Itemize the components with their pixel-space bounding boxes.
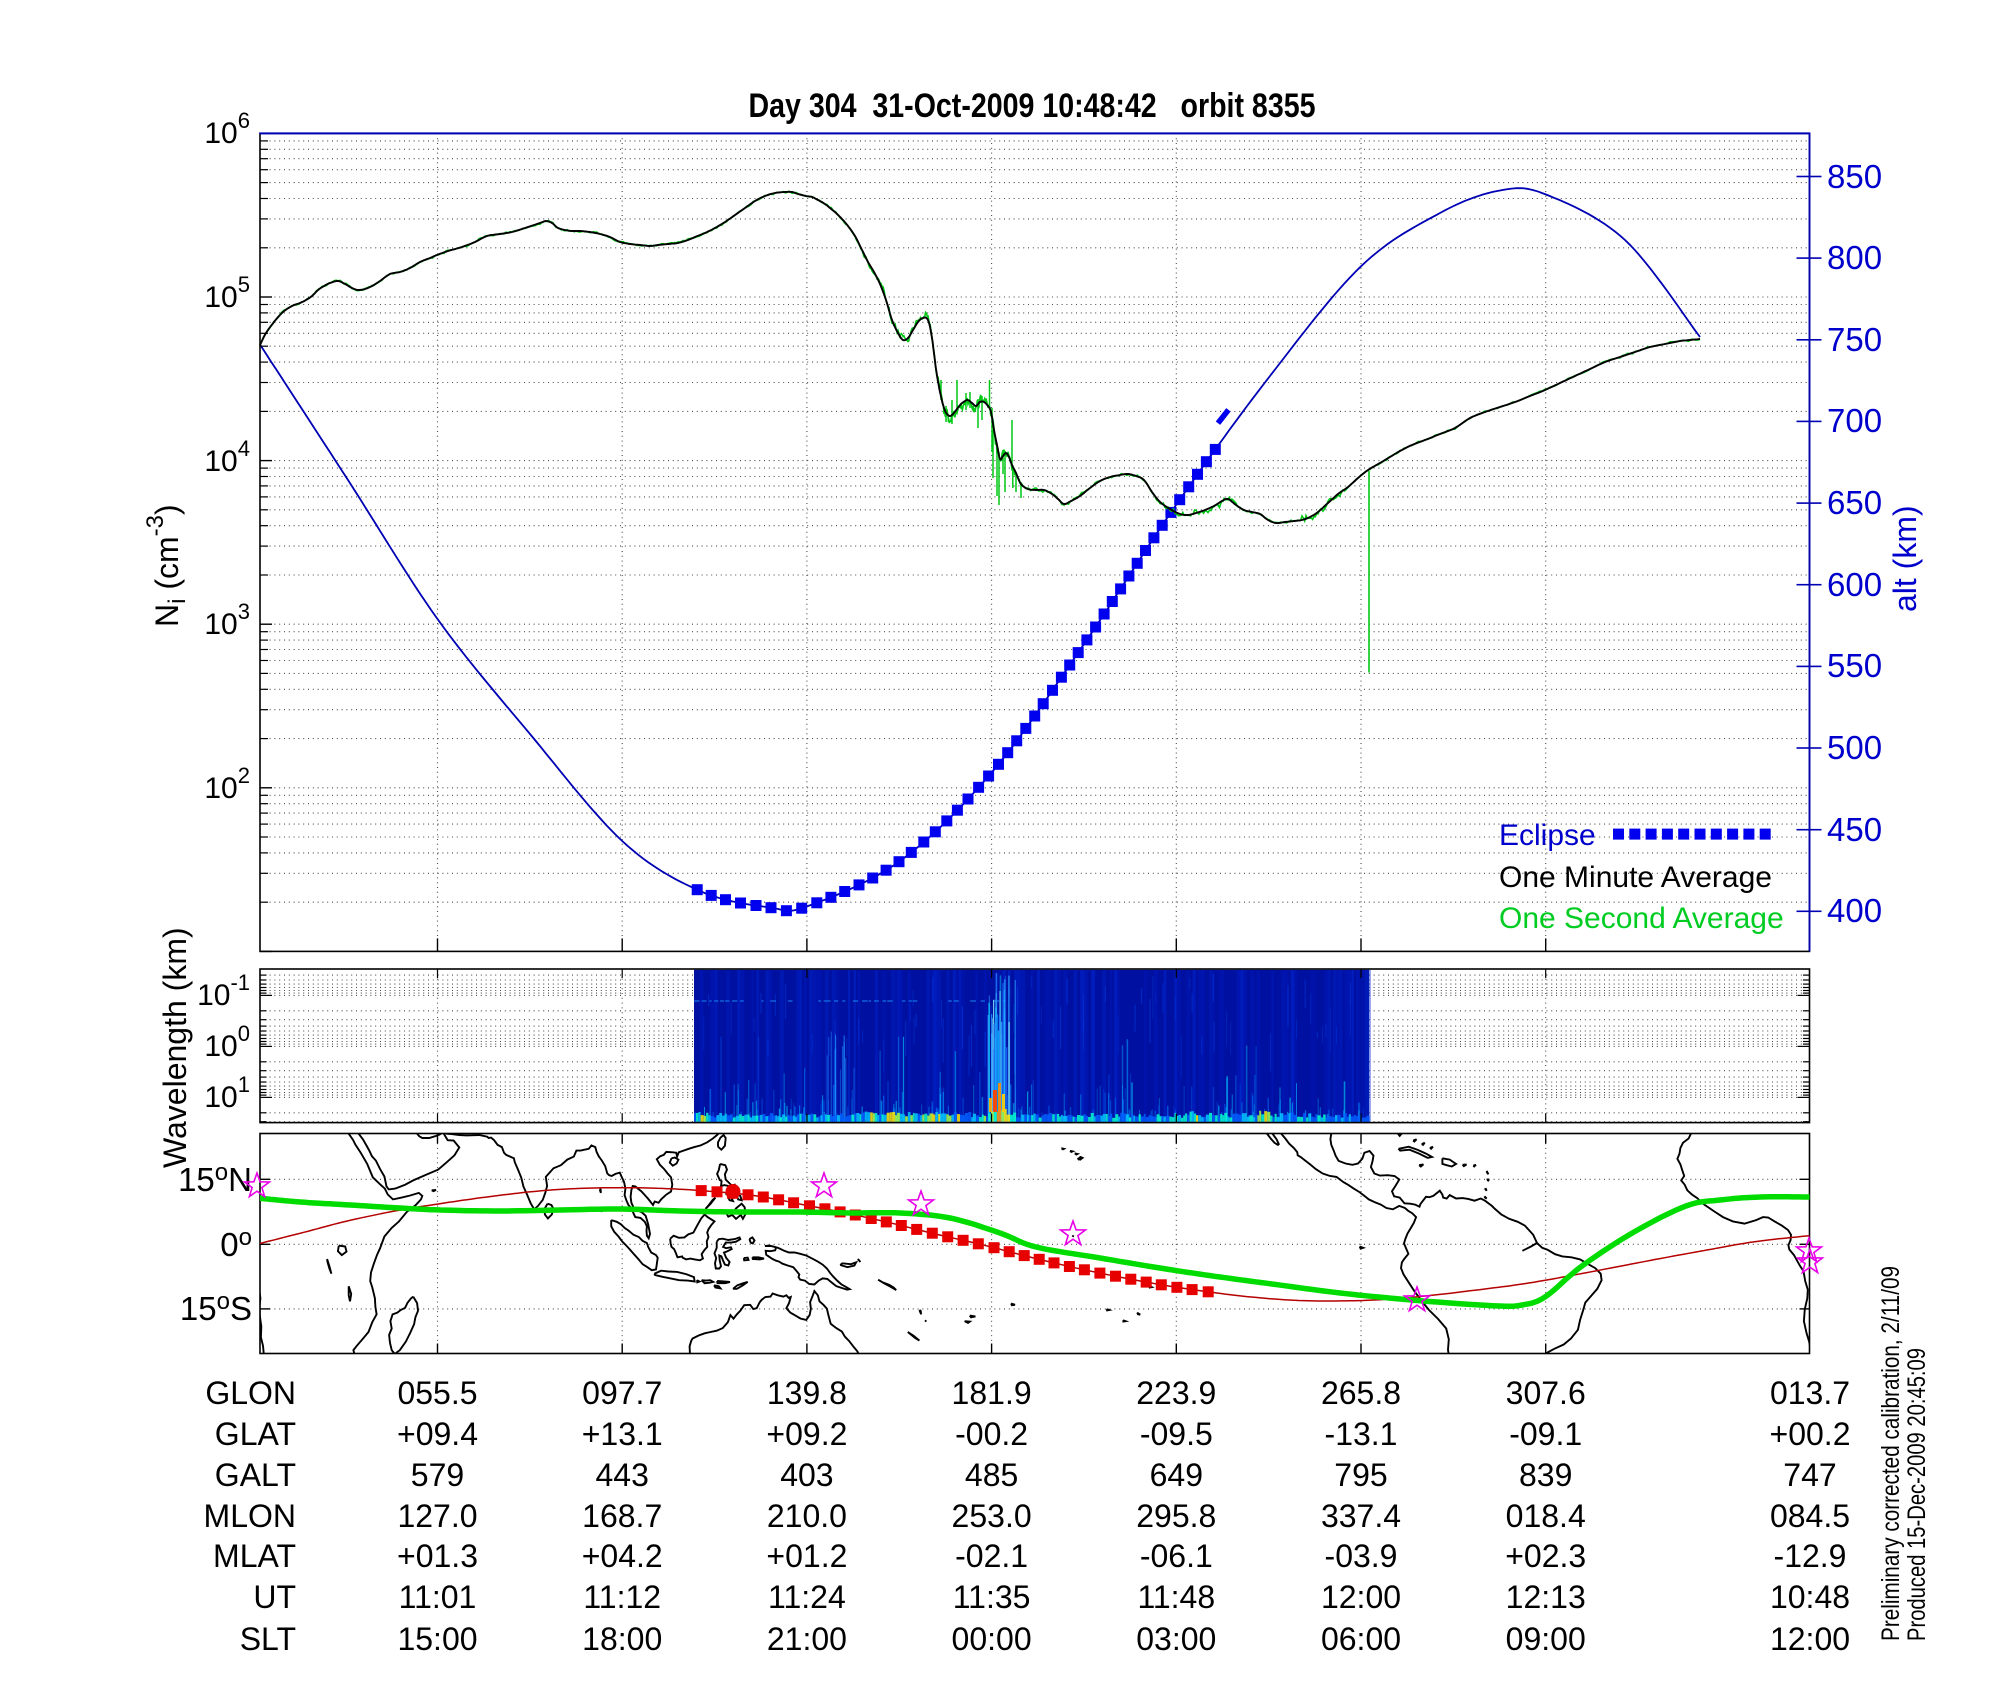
svg-text:-09.5: -09.5 bbox=[1140, 1416, 1213, 1452]
svg-text:15oS: 15oS bbox=[180, 1288, 252, 1327]
svg-text:+00.2: +00.2 bbox=[1770, 1416, 1851, 1452]
svg-text:MLON: MLON bbox=[204, 1498, 296, 1534]
svg-text:649: 649 bbox=[1150, 1457, 1203, 1493]
svg-text:11:12: 11:12 bbox=[583, 1579, 661, 1615]
svg-text:Wavelength (km): Wavelength (km) bbox=[157, 927, 193, 1168]
svg-text:alt (km): alt (km) bbox=[1887, 505, 1923, 612]
svg-text:MLAT: MLAT bbox=[213, 1538, 296, 1574]
svg-text:+13.1: +13.1 bbox=[582, 1416, 663, 1452]
svg-text:00:00: 00:00 bbox=[952, 1621, 1032, 1657]
svg-text:253.0: 253.0 bbox=[952, 1498, 1032, 1534]
svg-text:15:00: 15:00 bbox=[397, 1621, 477, 1657]
svg-text:SLT: SLT bbox=[240, 1621, 296, 1657]
svg-text:11:48: 11:48 bbox=[1137, 1579, 1215, 1615]
svg-text:12:13: 12:13 bbox=[1506, 1579, 1586, 1615]
svg-text:747: 747 bbox=[1783, 1457, 1836, 1493]
svg-text:-03.9: -03.9 bbox=[1325, 1538, 1398, 1574]
svg-text:139.8: 139.8 bbox=[767, 1375, 847, 1411]
svg-text:450: 450 bbox=[1827, 811, 1882, 848]
svg-text:307.6: 307.6 bbox=[1506, 1375, 1586, 1411]
svg-text:750: 750 bbox=[1827, 321, 1882, 358]
svg-text:443: 443 bbox=[596, 1457, 649, 1493]
svg-text:One Minute Average: One Minute Average bbox=[1499, 861, 1772, 894]
svg-text:055.5: 055.5 bbox=[397, 1375, 477, 1411]
svg-text:181.9: 181.9 bbox=[952, 1375, 1032, 1411]
svg-text:12:00: 12:00 bbox=[1321, 1579, 1401, 1615]
svg-text:-09.1: -09.1 bbox=[1509, 1416, 1582, 1452]
svg-text:11:35: 11:35 bbox=[953, 1579, 1031, 1615]
svg-text:-13.1: -13.1 bbox=[1325, 1416, 1398, 1452]
svg-text:579: 579 bbox=[411, 1457, 464, 1493]
svg-text:Day 304 31-Oct-2009 10:48:42: Day 304 31-Oct-2009 10:48:42 orbit 8355 bbox=[749, 87, 1316, 125]
svg-text:10:48: 10:48 bbox=[1770, 1579, 1850, 1615]
svg-text:+04.2: +04.2 bbox=[582, 1538, 663, 1574]
svg-text:+01.3: +01.3 bbox=[397, 1538, 478, 1574]
svg-text:Eclipse: Eclipse bbox=[1499, 819, 1596, 852]
svg-text:11:24: 11:24 bbox=[768, 1579, 846, 1615]
svg-text:650: 650 bbox=[1827, 484, 1882, 521]
svg-text:839: 839 bbox=[1519, 1457, 1572, 1493]
svg-text:+01.2: +01.2 bbox=[766, 1538, 847, 1574]
svg-text:223.9: 223.9 bbox=[1136, 1375, 1216, 1411]
svg-text:GLON: GLON bbox=[205, 1375, 296, 1411]
svg-text:+02.3: +02.3 bbox=[1505, 1538, 1586, 1574]
svg-text:+09.4: +09.4 bbox=[397, 1416, 478, 1452]
svg-text:295.8: 295.8 bbox=[1136, 1498, 1216, 1534]
svg-text:485: 485 bbox=[965, 1457, 1018, 1493]
svg-text:+09.2: +09.2 bbox=[766, 1416, 847, 1452]
svg-text:700: 700 bbox=[1827, 402, 1882, 439]
svg-text:018.4: 018.4 bbox=[1506, 1498, 1586, 1534]
svg-text:-02.1: -02.1 bbox=[955, 1538, 1028, 1574]
svg-text:Produced 15-Dec-2009 20:45:09: Produced 15-Dec-2009 20:45:09 bbox=[1903, 1348, 1931, 1641]
svg-text:-06.1: -06.1 bbox=[1140, 1538, 1213, 1574]
svg-text:265.8: 265.8 bbox=[1321, 1375, 1401, 1411]
svg-text:403: 403 bbox=[780, 1457, 833, 1493]
svg-text:GALT: GALT bbox=[215, 1457, 296, 1493]
svg-text:127.0: 127.0 bbox=[397, 1498, 477, 1534]
svg-text:800: 800 bbox=[1827, 239, 1882, 276]
svg-text:UT: UT bbox=[253, 1579, 296, 1615]
svg-text:11:01: 11:01 bbox=[399, 1579, 477, 1615]
svg-text:18:00: 18:00 bbox=[582, 1621, 662, 1657]
svg-text:06:00: 06:00 bbox=[1321, 1621, 1401, 1657]
svg-text:337.4: 337.4 bbox=[1321, 1498, 1401, 1534]
svg-text:550: 550 bbox=[1827, 647, 1882, 684]
svg-text:GLAT: GLAT bbox=[215, 1416, 296, 1452]
svg-text:One Second Average: One Second Average bbox=[1499, 902, 1784, 935]
svg-text:210.0: 210.0 bbox=[767, 1498, 847, 1534]
svg-text:-00.2: -00.2 bbox=[955, 1416, 1028, 1452]
svg-text:850: 850 bbox=[1827, 158, 1882, 195]
svg-text:013.7: 013.7 bbox=[1770, 1375, 1850, 1411]
svg-text:12:00: 12:00 bbox=[1770, 1621, 1850, 1657]
svg-text:09:00: 09:00 bbox=[1506, 1621, 1586, 1657]
svg-text:-12.9: -12.9 bbox=[1774, 1538, 1847, 1574]
svg-text:500: 500 bbox=[1827, 729, 1882, 766]
svg-text:400: 400 bbox=[1827, 892, 1882, 929]
svg-text:168.7: 168.7 bbox=[582, 1498, 662, 1534]
svg-text:795: 795 bbox=[1334, 1457, 1387, 1493]
svg-text:21:00: 21:00 bbox=[767, 1621, 847, 1657]
svg-text:084.5: 084.5 bbox=[1770, 1498, 1850, 1534]
svg-text:097.7: 097.7 bbox=[582, 1375, 662, 1411]
svg-text:Preliminary corrected calibrat: Preliminary corrected calibration, 2/11/… bbox=[1877, 1266, 1905, 1641]
svg-text:03:00: 03:00 bbox=[1136, 1621, 1216, 1657]
svg-text:600: 600 bbox=[1827, 566, 1882, 603]
